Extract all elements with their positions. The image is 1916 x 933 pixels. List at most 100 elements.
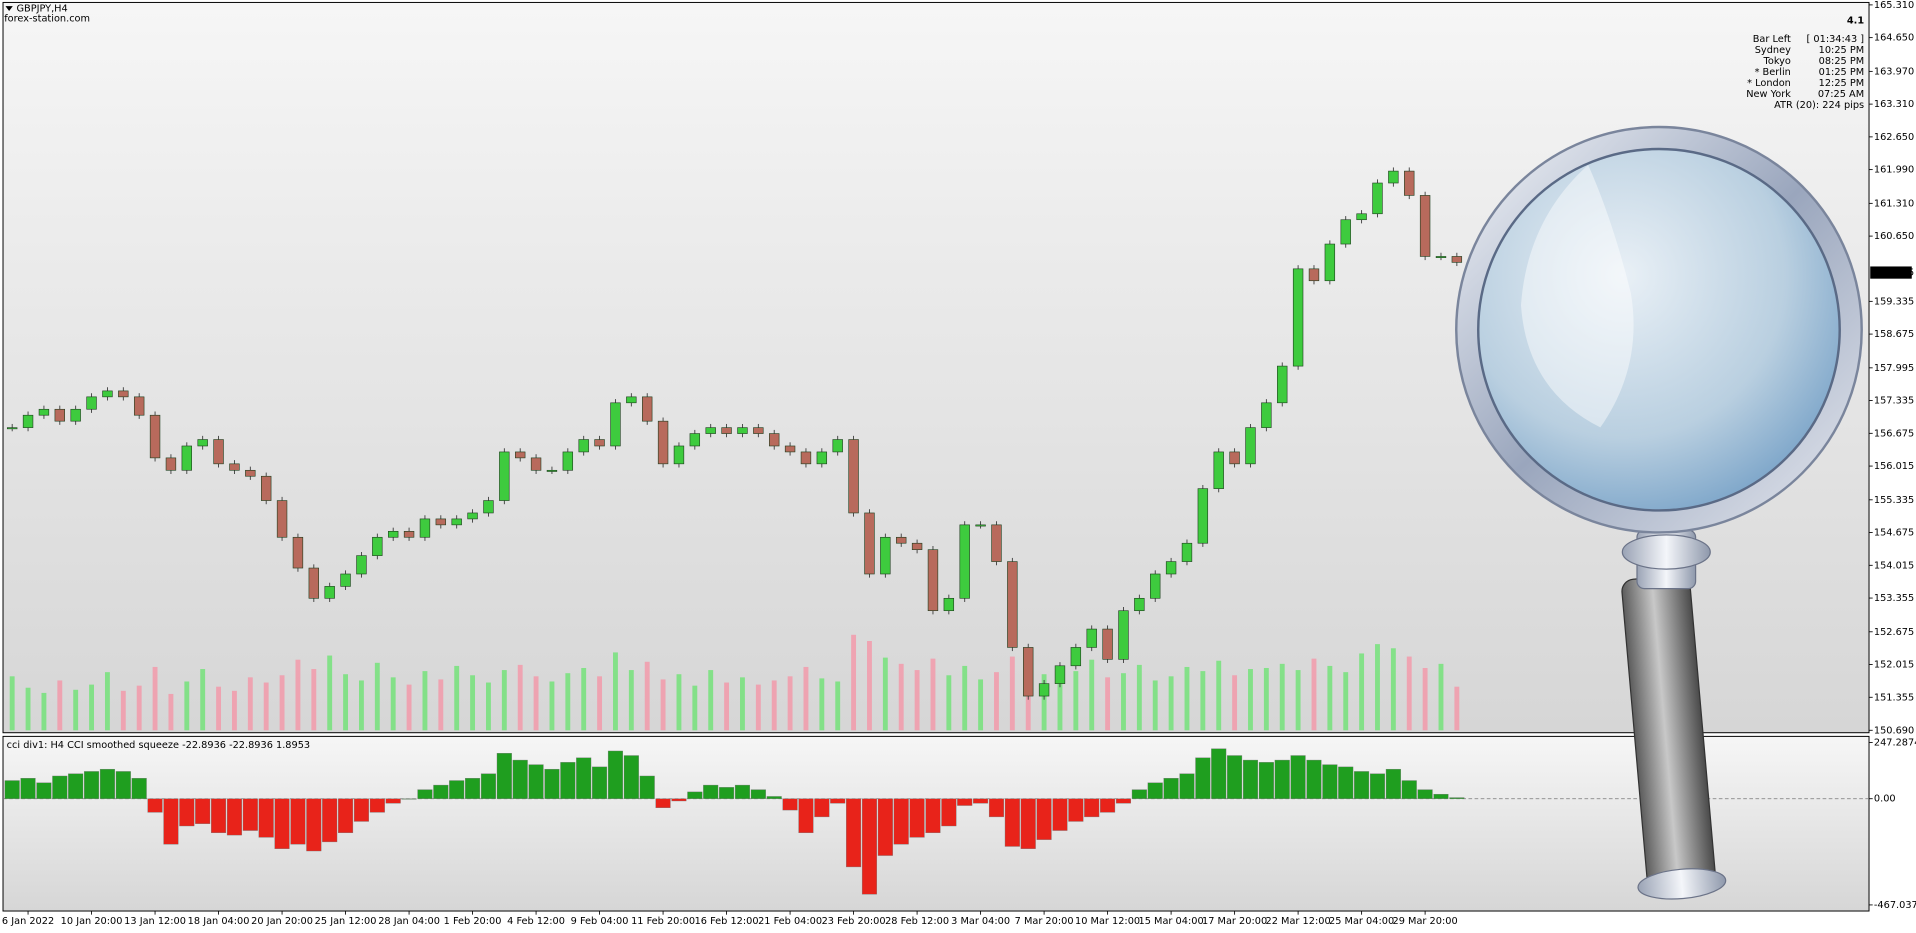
candle xyxy=(594,439,605,447)
cci-bar xyxy=(1274,759,1290,799)
cci-bar xyxy=(1195,757,1211,799)
cci-bar xyxy=(1147,782,1163,799)
volume-bar xyxy=(1089,659,1095,731)
volume-bar xyxy=(343,674,349,731)
symbol-title: GBPJPY,H4 xyxy=(16,4,67,15)
volume-bar xyxy=(486,682,491,731)
info-label: Tokyo xyxy=(1763,56,1791,67)
cci-bar xyxy=(861,798,877,895)
candle xyxy=(1134,597,1145,612)
cci-bar xyxy=(973,798,989,804)
candle xyxy=(578,439,589,453)
x-tick-label: 4 Feb 12:00 xyxy=(507,916,565,927)
volume-bar xyxy=(374,662,380,731)
y-tick-label: 162.650 xyxy=(1874,132,1914,143)
x-tick-label: 6 Jan 2022 xyxy=(2,916,54,927)
x-tick-label: 10 Mar 12:00 xyxy=(1075,916,1140,927)
candle xyxy=(118,390,129,398)
candle xyxy=(943,597,955,612)
candle xyxy=(1340,219,1351,245)
cci-bar xyxy=(734,784,750,799)
y-tick-label: 150.690 xyxy=(1874,725,1914,736)
x-tick-label: 17 Mar 20:00 xyxy=(1202,916,1267,927)
atr: ATR (20): 224 pips xyxy=(1774,100,1864,111)
cci-bar xyxy=(274,798,290,849)
candle xyxy=(1245,427,1256,465)
candle xyxy=(340,573,351,587)
info-value: 12:25 PM xyxy=(1819,78,1864,89)
cci-bar xyxy=(417,789,433,799)
cci-bar xyxy=(1433,793,1449,799)
cci-bar xyxy=(1179,773,1195,799)
volume-bar xyxy=(279,675,285,731)
candle xyxy=(1054,665,1066,684)
candle xyxy=(721,427,732,434)
volume-bar xyxy=(1454,686,1460,731)
volume-bar xyxy=(740,677,745,731)
y-tick-label: 161.990 xyxy=(1874,165,1914,176)
volume-bar xyxy=(1390,648,1396,731)
cci-bar xyxy=(1401,780,1417,799)
candle xyxy=(1435,256,1447,258)
volume-bar xyxy=(263,682,269,731)
candle xyxy=(181,445,192,471)
cci-bar xyxy=(528,764,544,799)
x-tick-label: 29 Mar 20:00 xyxy=(1393,916,1458,927)
volume-bar xyxy=(1438,663,1444,731)
volume-bar xyxy=(581,667,587,731)
info-label: * London xyxy=(1747,78,1791,89)
cci-bar xyxy=(322,798,338,843)
magnifier-collar xyxy=(1621,534,1711,570)
cci-bar xyxy=(1242,759,1258,799)
candle xyxy=(149,414,161,459)
volume-bar xyxy=(1343,672,1349,731)
candle xyxy=(896,536,907,544)
y-tick-label: 157.335 xyxy=(1874,396,1914,407)
candle xyxy=(1451,256,1463,263)
cci-bar xyxy=(512,759,528,799)
cci-bar xyxy=(671,798,687,802)
cci-bar xyxy=(1258,762,1274,799)
volume-bar xyxy=(104,672,110,731)
candle xyxy=(737,427,748,434)
candle xyxy=(959,524,970,599)
candle xyxy=(102,390,113,398)
cci-bar xyxy=(639,775,655,799)
volume-bar xyxy=(1121,673,1126,731)
candle xyxy=(1292,268,1304,367)
x-tick-label: 23 Feb 20:00 xyxy=(822,916,886,927)
candle xyxy=(626,396,637,404)
cci-bar xyxy=(607,750,623,799)
cci-bar xyxy=(147,798,163,813)
volume-bar xyxy=(898,663,904,731)
cci-bar xyxy=(750,789,766,799)
y-tick-label: 164.650 xyxy=(1874,33,1914,44)
candle xyxy=(1038,683,1050,697)
candle xyxy=(1324,243,1336,282)
candle xyxy=(499,451,510,501)
cci-bar xyxy=(544,768,560,799)
y-tick-label: 0.00 xyxy=(1874,794,1896,805)
candle xyxy=(451,518,462,526)
cci-bar xyxy=(20,778,36,799)
cci-bar xyxy=(449,780,465,799)
candle xyxy=(848,439,859,514)
candle xyxy=(1388,170,1399,184)
candle xyxy=(388,531,399,538)
x-tick-label: 7 Mar 20:00 xyxy=(1015,916,1074,927)
cci-bar xyxy=(52,775,68,799)
candle xyxy=(911,542,923,550)
candle xyxy=(927,549,939,612)
volume-bar xyxy=(867,641,872,731)
candle xyxy=(657,420,669,465)
volume-bar xyxy=(1232,675,1238,731)
candle xyxy=(22,414,34,428)
volume-bar xyxy=(819,678,825,731)
candle xyxy=(562,451,574,471)
cci-bar xyxy=(496,753,512,799)
cci-bar xyxy=(592,766,608,799)
cci-bar xyxy=(258,798,274,838)
candle xyxy=(546,469,558,472)
volume-bar xyxy=(501,670,507,731)
cci-bar xyxy=(1211,748,1227,799)
